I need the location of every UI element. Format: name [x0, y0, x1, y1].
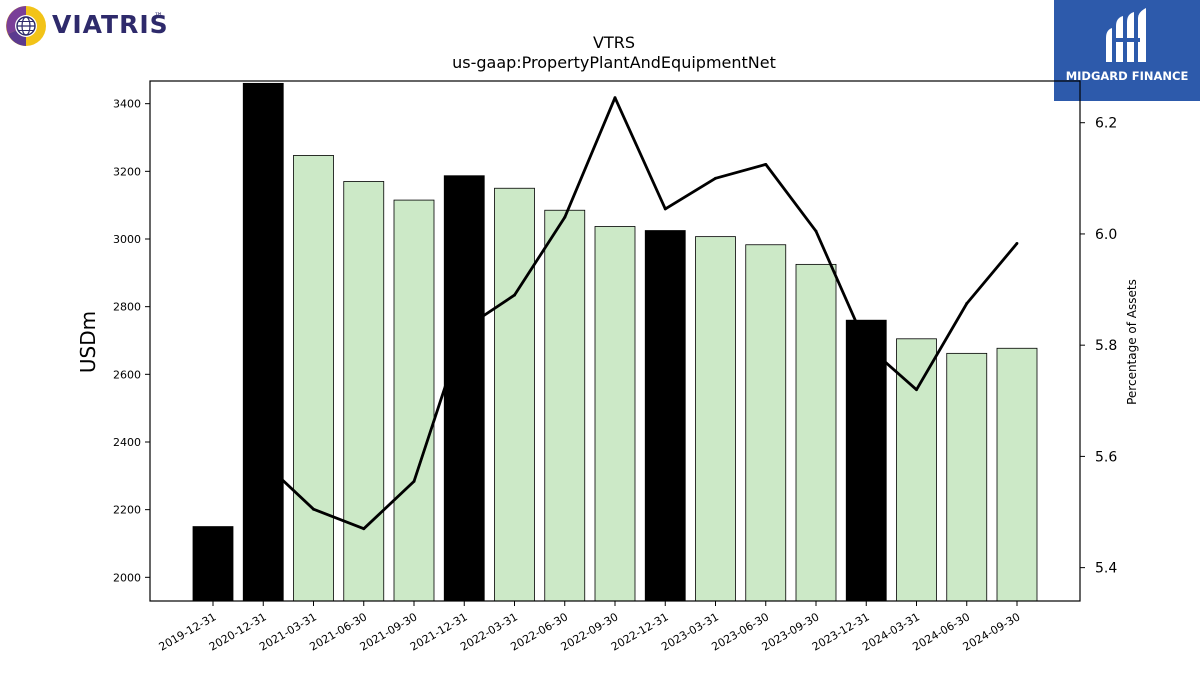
y-tick-label: 3200: [113, 165, 141, 178]
viatris-logo: VIATRIS ™: [4, 4, 174, 48]
line-point-2023-09-30: [814, 229, 818, 233]
y2-tick-label: 5.6: [1095, 449, 1117, 465]
bar-2023-03-31: [695, 236, 736, 602]
bar-2022-09-30: [594, 226, 636, 602]
line-point-2023-06-30: [764, 163, 768, 166]
line-point-2021-12-31: [462, 327, 466, 330]
bar-2021-09-30: [393, 199, 435, 602]
line-point-2021-09-30: [412, 480, 416, 483]
line-point-2021-06-30: [362, 527, 366, 531]
line-point-2021-03-31: [312, 507, 315, 511]
bar-2022-12-31: [644, 230, 686, 602]
bar-series: [192, 82, 1038, 602]
bar-2024-03-31: [896, 338, 937, 602]
bar-2022-03-31: [494, 187, 535, 602]
y2-tick-label: 6.2: [1095, 116, 1117, 132]
bar-2023-09-30: [795, 263, 837, 602]
line-point-2023-03-31: [714, 176, 717, 180]
y-tick-label: 2600: [113, 368, 141, 381]
bar-2021-03-31: [293, 155, 334, 602]
bar-2020-12-31: [242, 82, 284, 602]
midgard-wordmark: MIDGARD FINANCE: [1065, 69, 1189, 83]
y2-tick-label: 5.4: [1095, 561, 1117, 577]
midgard-emblem-icon: [1106, 8, 1146, 62]
midgard-finance-logo: MIDGARD FINANCE: [1054, 0, 1200, 101]
y-tick-label: 2000: [113, 571, 141, 584]
y-tick-label: 2200: [113, 504, 141, 517]
chart-title: VTRS: [593, 33, 635, 52]
bar-2021-06-30: [343, 181, 385, 602]
chart-subtitle: us-gaap:PropertyPlantAndEquipmentNet: [452, 53, 776, 72]
bar-2023-12-31: [845, 319, 887, 602]
line-point-2022-09-30: [613, 96, 617, 100]
y-tick-label: 2400: [113, 436, 141, 449]
y-axis-label: USDm: [76, 311, 100, 373]
line-point-2022-03-31: [513, 293, 516, 297]
bar-2022-06-30: [544, 209, 586, 602]
line-point-2024-09-30: [1015, 241, 1019, 245]
y-tick-label: 2800: [113, 301, 141, 314]
x-tick-label: 2024-09-30: [961, 610, 1023, 653]
bar-2021-12-31: [443, 175, 485, 602]
bar-2024-09-30: [996, 347, 1038, 602]
line-point-2020-12-31: [261, 460, 265, 464]
y-tick-label: 3000: [113, 233, 141, 246]
bar-2019-12-31: [192, 526, 234, 602]
y-tick-label: 3400: [113, 98, 141, 111]
line-point-2024-06-30: [965, 302, 969, 305]
y2-tick-label: 5.8: [1095, 338, 1117, 354]
line-point-2022-12-31: [663, 207, 667, 211]
bar-2024-06-30: [946, 352, 988, 602]
line-point-2024-03-31: [915, 388, 918, 392]
viatris-wordmark: VIATRIS: [52, 10, 169, 39]
line-series: [261, 96, 1019, 531]
y2-axis-label: Percentage of Assets: [1125, 279, 1139, 405]
line-point-2022-06-30: [563, 215, 567, 219]
trademark-mark: ™: [154, 12, 163, 22]
percentage-of-assets-line: [262, 96, 1019, 531]
y2-tick-label: 6.0: [1095, 227, 1117, 243]
line-point-2023-12-31: [864, 343, 868, 347]
bar-2023-06-30: [745, 244, 787, 602]
viatris-globe-icon: [6, 6, 46, 46]
